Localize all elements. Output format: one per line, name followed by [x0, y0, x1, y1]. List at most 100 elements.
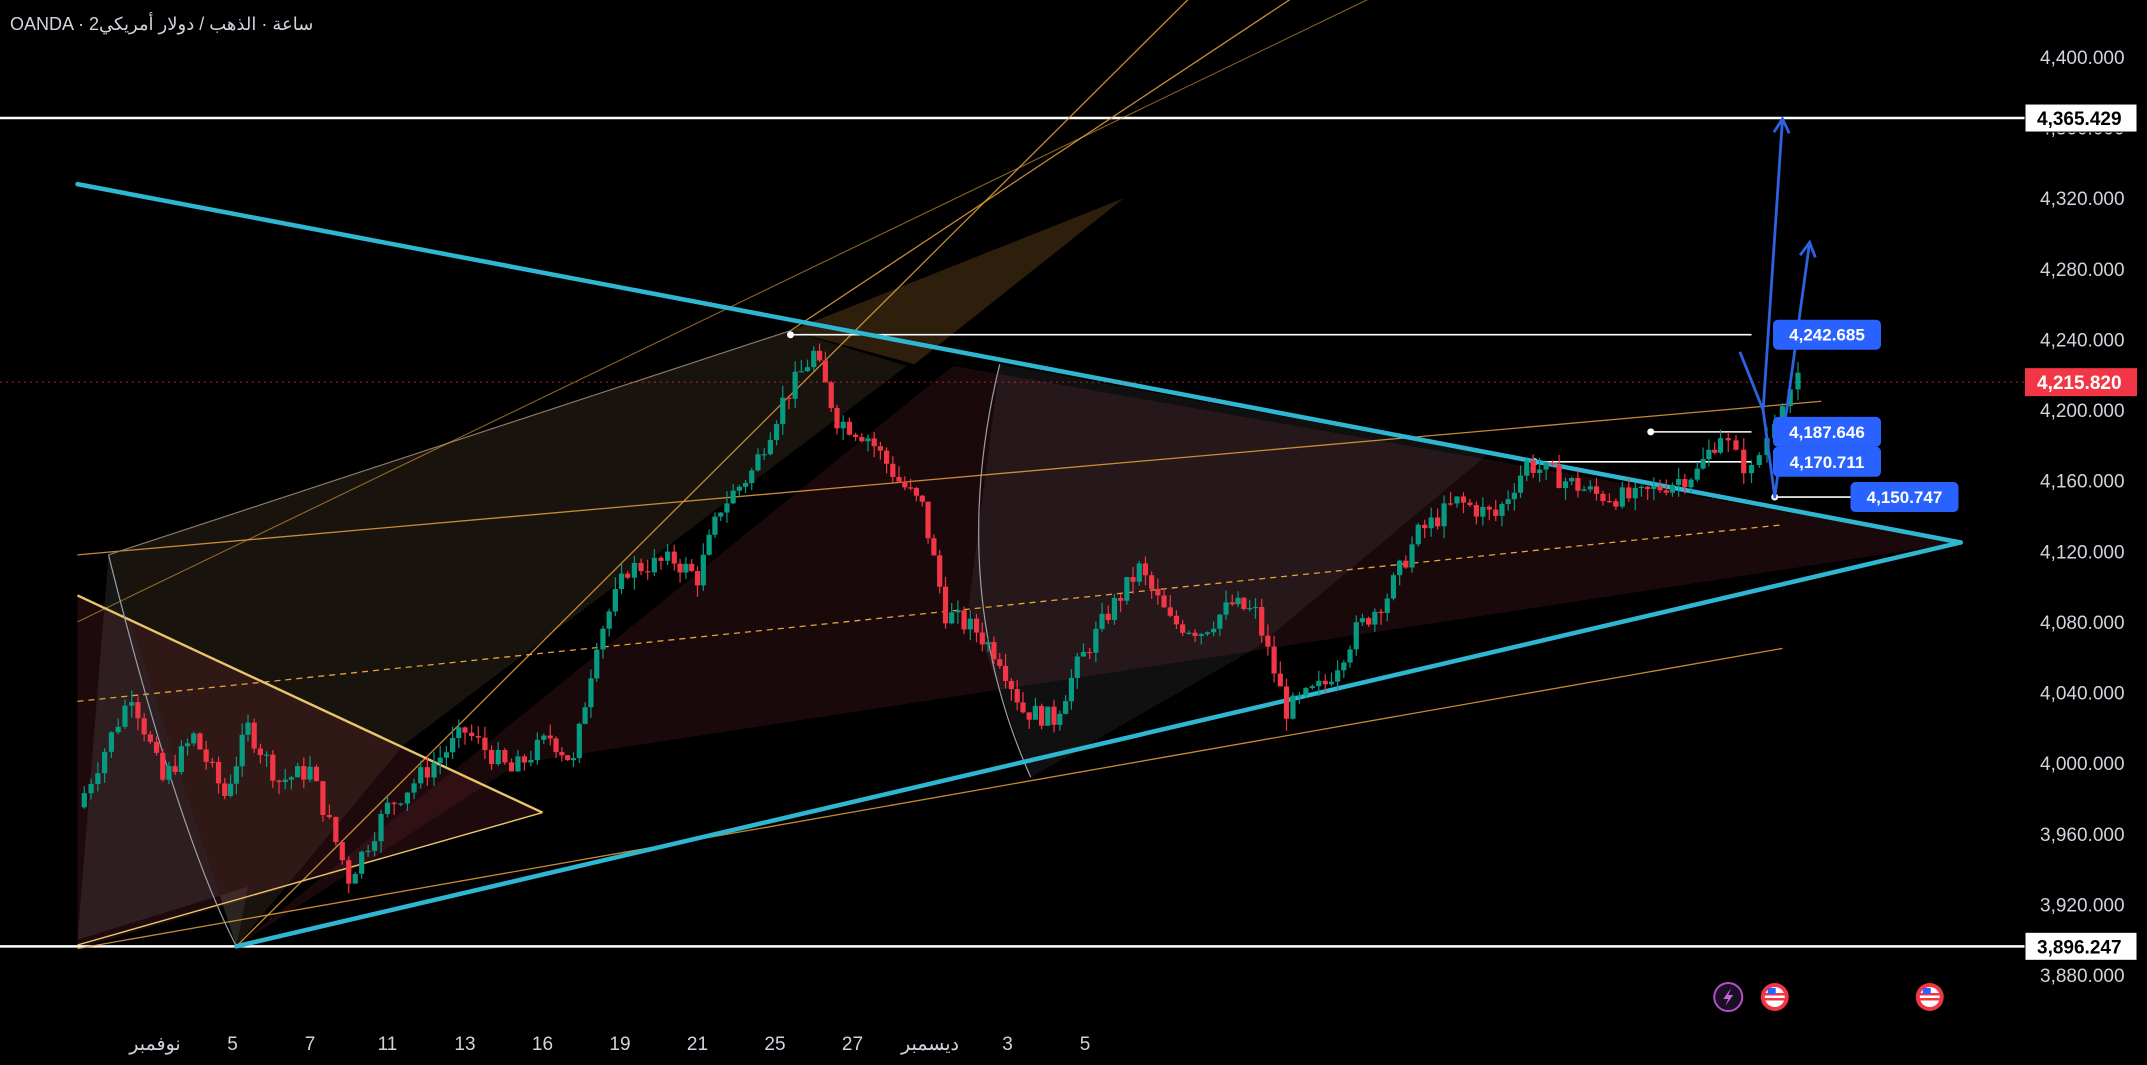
- bear-candle: [1130, 577, 1136, 582]
- bear-candle: [877, 446, 883, 451]
- lightning-icon: [1723, 988, 1734, 1006]
- level-price-box: [2024, 103, 2138, 133]
- bull-candle: [700, 554, 706, 586]
- y-tick-label: 4,320.000: [2040, 189, 2125, 210]
- time-axis: نوفمبر 5 7 11 13 16 19 21 25 27 ديسمبر 3 5: [128, 1034, 1090, 1055]
- y-tick-label: 4,160.000: [2040, 472, 2125, 493]
- y-tick-label: 4,120.000: [2040, 542, 2125, 563]
- bull-candle: [594, 649, 600, 679]
- fib-fan-line-3: [77, 0, 1369, 623]
- bull-candle: [792, 371, 798, 399]
- bull-candle: [811, 350, 817, 368]
- price-label-box: [1773, 446, 1881, 477]
- bull-candle: [967, 618, 973, 630]
- price-label-box: [1773, 319, 1881, 350]
- bull-candle: [108, 732, 115, 752]
- bull-candle: [724, 503, 730, 513]
- bull-candle: [736, 486, 742, 491]
- price-label-text: 4,242.685: [1789, 326, 1865, 345]
- bear-candle: [1657, 486, 1663, 491]
- bull-candle: [718, 512, 724, 517]
- bull-candle: [81, 793, 87, 808]
- level-anchor-dot: [787, 331, 794, 339]
- bull-candle: [1700, 459, 1706, 469]
- bear-candle: [553, 738, 559, 753]
- price-label-text: 4,170.711: [1790, 453, 1865, 472]
- bear-candle: [931, 538, 937, 556]
- bear-candle: [1593, 486, 1600, 494]
- bear-candle: [482, 737, 488, 750]
- flag-stripe: [1919, 993, 1940, 996]
- bear-candle: [147, 734, 153, 742]
- bull-candle: [102, 751, 108, 774]
- price-label-box: [1773, 416, 1881, 447]
- bull-candle: [1581, 489, 1587, 491]
- bear-candle: [391, 802, 397, 804]
- bull-candle: [761, 454, 767, 456]
- bull-candle: [495, 749, 501, 765]
- bull-candle: [1651, 486, 1657, 490]
- bull-candle: [191, 733, 197, 744]
- bull-candle: [1409, 544, 1415, 568]
- bull-candle: [985, 642, 991, 645]
- bear-candle: [276, 780, 282, 783]
- bull-candle: [233, 766, 239, 784]
- bear-candle: [1645, 486, 1651, 490]
- bear-candle: [339, 842, 345, 861]
- bear-candle: [1008, 680, 1014, 690]
- bear-candle: [1378, 611, 1384, 614]
- bull-candle: [1428, 517, 1434, 529]
- bull-candle: [1511, 492, 1517, 500]
- bull-candle: [1795, 372, 1801, 390]
- bull-candle: [588, 678, 594, 708]
- bull-candle: [282, 779, 288, 783]
- bull-candle: [1517, 475, 1524, 493]
- bull-candle: [352, 873, 358, 884]
- bear-candle: [1733, 440, 1739, 450]
- bull-candle: [1353, 622, 1359, 650]
- bear-candle: [859, 437, 865, 442]
- bull-candle: [712, 516, 718, 535]
- bear-candle: [1467, 502, 1473, 506]
- y-tick-label: 3,920.000: [2040, 895, 2125, 916]
- bear-candle: [1493, 509, 1499, 516]
- bear-candle: [1039, 705, 1045, 726]
- bull-candle: [1688, 479, 1694, 488]
- y-tick-label: 4,240.000: [2040, 330, 2125, 351]
- bear-candle: [141, 718, 147, 735]
- bull-candle: [1247, 607, 1253, 610]
- bear-candle: [475, 736, 481, 738]
- x-tick-label: 7: [305, 1034, 316, 1055]
- bull-candle: [398, 803, 404, 805]
- y-tick-label: 4,040.000: [2040, 684, 2125, 705]
- bear-candle: [1241, 597, 1247, 610]
- bear-candle: [925, 501, 931, 539]
- bear-candle: [326, 814, 332, 818]
- bull-candle: [955, 610, 961, 613]
- bear-candle: [816, 350, 823, 361]
- bull-candle: [1235, 597, 1241, 605]
- bear-candle: [160, 752, 166, 780]
- level-price-text: 4,365.429: [2037, 109, 2122, 130]
- bear-candle: [313, 766, 320, 782]
- bear-candle: [937, 555, 943, 587]
- bull-candle: [239, 734, 245, 767]
- bear-candle: [961, 610, 967, 630]
- bull-candle: [1415, 524, 1421, 545]
- fib-fan-line-2: [790, 0, 1291, 332]
- y-tick-label: 4,080.000: [2040, 613, 2125, 634]
- flag-stripe: [1919, 998, 1940, 1001]
- price-label-text: 4,150.747: [1867, 488, 1943, 507]
- bear-candle: [172, 766, 178, 773]
- bear-candle: [1366, 618, 1372, 625]
- bull-candle: [651, 557, 657, 573]
- bear-candle: [1105, 613, 1111, 620]
- bull-candle: [798, 371, 804, 373]
- bull-candle: [1290, 695, 1296, 719]
- bear-candle: [1051, 706, 1057, 725]
- bear-candle: [1118, 597, 1124, 601]
- bull-candle: [1136, 563, 1142, 582]
- mid-arc-fill: [968, 364, 1488, 778]
- bull-candle: [1204, 632, 1211, 635]
